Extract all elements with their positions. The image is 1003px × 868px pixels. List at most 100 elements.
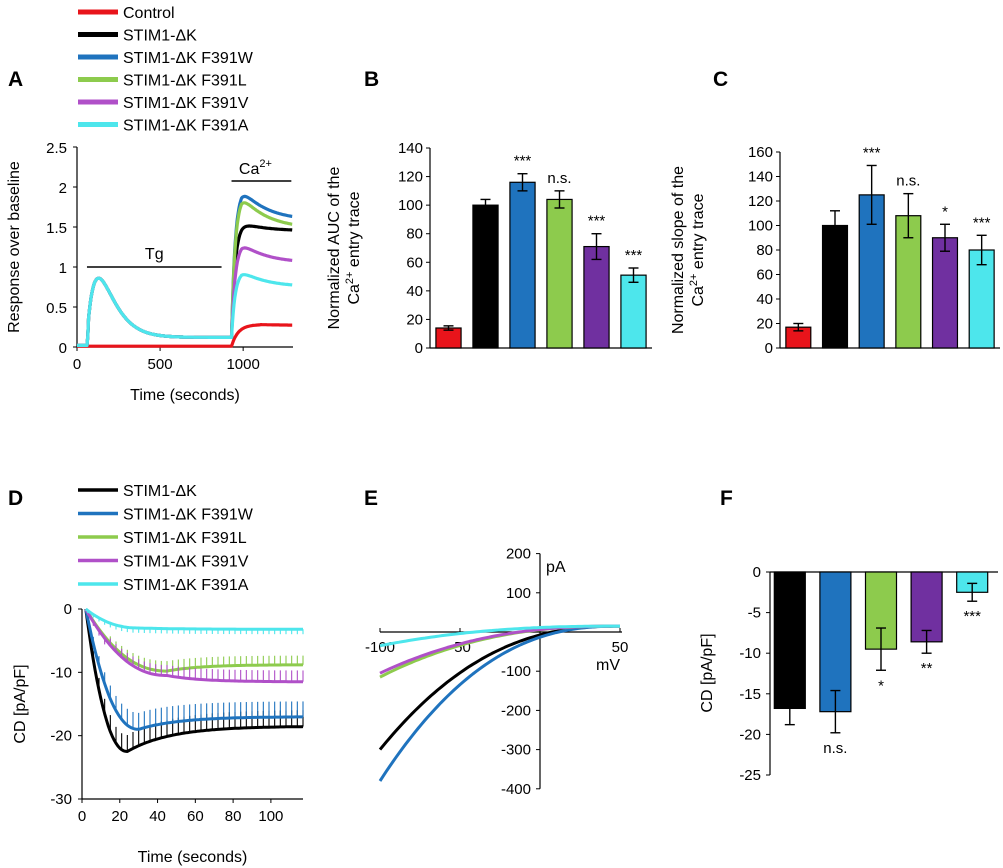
- panel-letter-b: B: [364, 68, 379, 91]
- y-axis-label: Ca2+ entry trace: [344, 191, 363, 304]
- significance-label: ***: [625, 247, 643, 264]
- y-label-ca: Ca: [346, 284, 363, 305]
- ca-superscript: 2+: [259, 158, 272, 170]
- trace-5: [76, 273, 293, 347]
- y-label-sup: 2+: [344, 272, 356, 285]
- y-label-sup: 2+: [688, 274, 700, 287]
- x-tick-label: 0: [78, 808, 86, 825]
- y-tick-label: 1: [59, 260, 67, 277]
- x-tick-label: 50: [612, 639, 629, 656]
- bar: [819, 571, 852, 713]
- y-tick-label: 200: [506, 546, 531, 563]
- y-tick-label: 0: [765, 340, 773, 357]
- iv-curve-4: [379, 624, 620, 648]
- y-tick-label: 0.5: [46, 300, 67, 317]
- legend-label: STIM1-ΔK F391A: [123, 118, 249, 135]
- significance-label: ***: [863, 144, 881, 161]
- legend-label: STIM1-ΔK F391V: [123, 554, 249, 571]
- chart-a: 0 0.5 1 1.5 2 2.5 0 500 1000 Time (seconds) Respon…: [6, 140, 293, 404]
- y-tick-label: 0: [415, 340, 423, 357]
- y-tick-label: 2.5: [46, 140, 67, 157]
- x-tick-label: 20: [111, 808, 128, 825]
- panel-letter-f: F: [720, 487, 733, 510]
- y-axis-label: pA: [546, 559, 566, 576]
- significance-label: n.s.: [547, 170, 571, 187]
- x-axis-label: Time (seconds): [138, 849, 248, 866]
- trace-4: [84, 607, 303, 631]
- bar: [968, 249, 995, 349]
- trace-2: [76, 194, 293, 347]
- bar: [821, 224, 849, 349]
- significance-label: n.s.: [896, 173, 920, 190]
- bar: [773, 571, 806, 710]
- panel-letter-d: D: [8, 487, 23, 510]
- bar: [546, 198, 573, 349]
- x-axis-label: mV: [596, 657, 620, 674]
- legend-label: STIM1-ΔK: [123, 483, 197, 500]
- y-tick-label: -5: [748, 605, 761, 622]
- legend-label: STIM1-ΔK: [123, 28, 197, 45]
- trace-0: [76, 323, 293, 348]
- x-tick-label: 0: [73, 356, 81, 373]
- panel-letter-a: A: [8, 68, 23, 91]
- y-axis-label: Normalized AUC of the: [326, 167, 343, 330]
- y-axis-label: CD [pA/pF]: [699, 633, 716, 712]
- trace-1: [76, 224, 293, 347]
- x-tick-label: 1000: [226, 356, 259, 373]
- significance-label: ***: [963, 608, 981, 625]
- y-tick-label: 120: [398, 169, 423, 186]
- y-tick-label: 140: [748, 169, 773, 186]
- legend-bottom: STIM1-ΔK STIM1-ΔK F391W STIM1-ΔK F391L STIM…: [78, 483, 254, 594]
- x-tick-label: 500: [148, 356, 173, 373]
- y-tick-label: 20: [406, 311, 423, 328]
- significance-label: ***: [973, 214, 991, 231]
- trace-2: [84, 608, 304, 673]
- x-tick-label: 40: [149, 808, 166, 825]
- trace-0: [84, 608, 304, 753]
- y-tick-label: 60: [756, 267, 773, 284]
- y-axis-label: Response over baseline: [6, 161, 23, 333]
- legend-label: STIM1-ΔK F391L: [123, 530, 247, 547]
- y-tick-label: -10: [50, 664, 72, 681]
- y-label-ca: Ca: [690, 286, 707, 307]
- y-tick-label: 40: [406, 283, 423, 300]
- bar: [931, 237, 959, 349]
- y-tick-label: -15: [739, 686, 761, 703]
- y-tick-label: 100: [398, 197, 423, 214]
- legend-label: STIM1-ΔK F391A: [123, 577, 249, 594]
- y-tick-label: -20: [50, 728, 72, 745]
- y-axis-label: Normalized slope of the: [670, 166, 687, 334]
- chart-b: 0 20 40 60 80 100 120 140 *** n.s. *** *** Normalize…: [326, 140, 652, 357]
- y-tick-label: 120: [748, 193, 773, 210]
- y-tick-label: -20: [739, 726, 761, 743]
- y-label-rest: entry trace: [346, 191, 363, 271]
- chart-d: 0 -10 -20 -30 0 20 40 60 80 100 Time (seconds) CD […: [12, 601, 304, 866]
- x-tick-label: 100: [258, 808, 283, 825]
- significance-label: *: [878, 677, 884, 694]
- legend-top: Control STIM1-ΔK STIM1-ΔK F391W STIM1-ΔK F3…: [78, 5, 254, 135]
- y-tick-label: 100: [506, 585, 531, 602]
- bar: [583, 245, 610, 349]
- y-tick-label: 140: [398, 140, 423, 157]
- y-axis-label: CD [pA/pF]: [12, 664, 29, 743]
- trace-1: [84, 608, 303, 731]
- y-tick-label: 40: [756, 291, 773, 308]
- ca-label: Ca2+: [239, 158, 272, 178]
- panel-letter-c: C: [713, 68, 728, 91]
- y-tick-label: 80: [756, 242, 773, 259]
- bar: [509, 181, 536, 349]
- y-tick-label: 60: [406, 254, 423, 271]
- y-tick-label: -25: [739, 767, 761, 784]
- significance-label: **: [921, 660, 933, 677]
- y-tick-label: 100: [748, 218, 773, 235]
- y-tick-label: -100: [501, 663, 531, 680]
- trace-4: [76, 246, 293, 347]
- legend-label: STIM1-ΔK F391L: [123, 73, 247, 90]
- significance-label: *: [942, 203, 948, 220]
- y-tick-label: -30: [50, 791, 72, 808]
- tg-label: Tg: [145, 246, 164, 263]
- y-tick-label: 0: [59, 340, 67, 357]
- y-label-rest: entry trace: [690, 193, 707, 273]
